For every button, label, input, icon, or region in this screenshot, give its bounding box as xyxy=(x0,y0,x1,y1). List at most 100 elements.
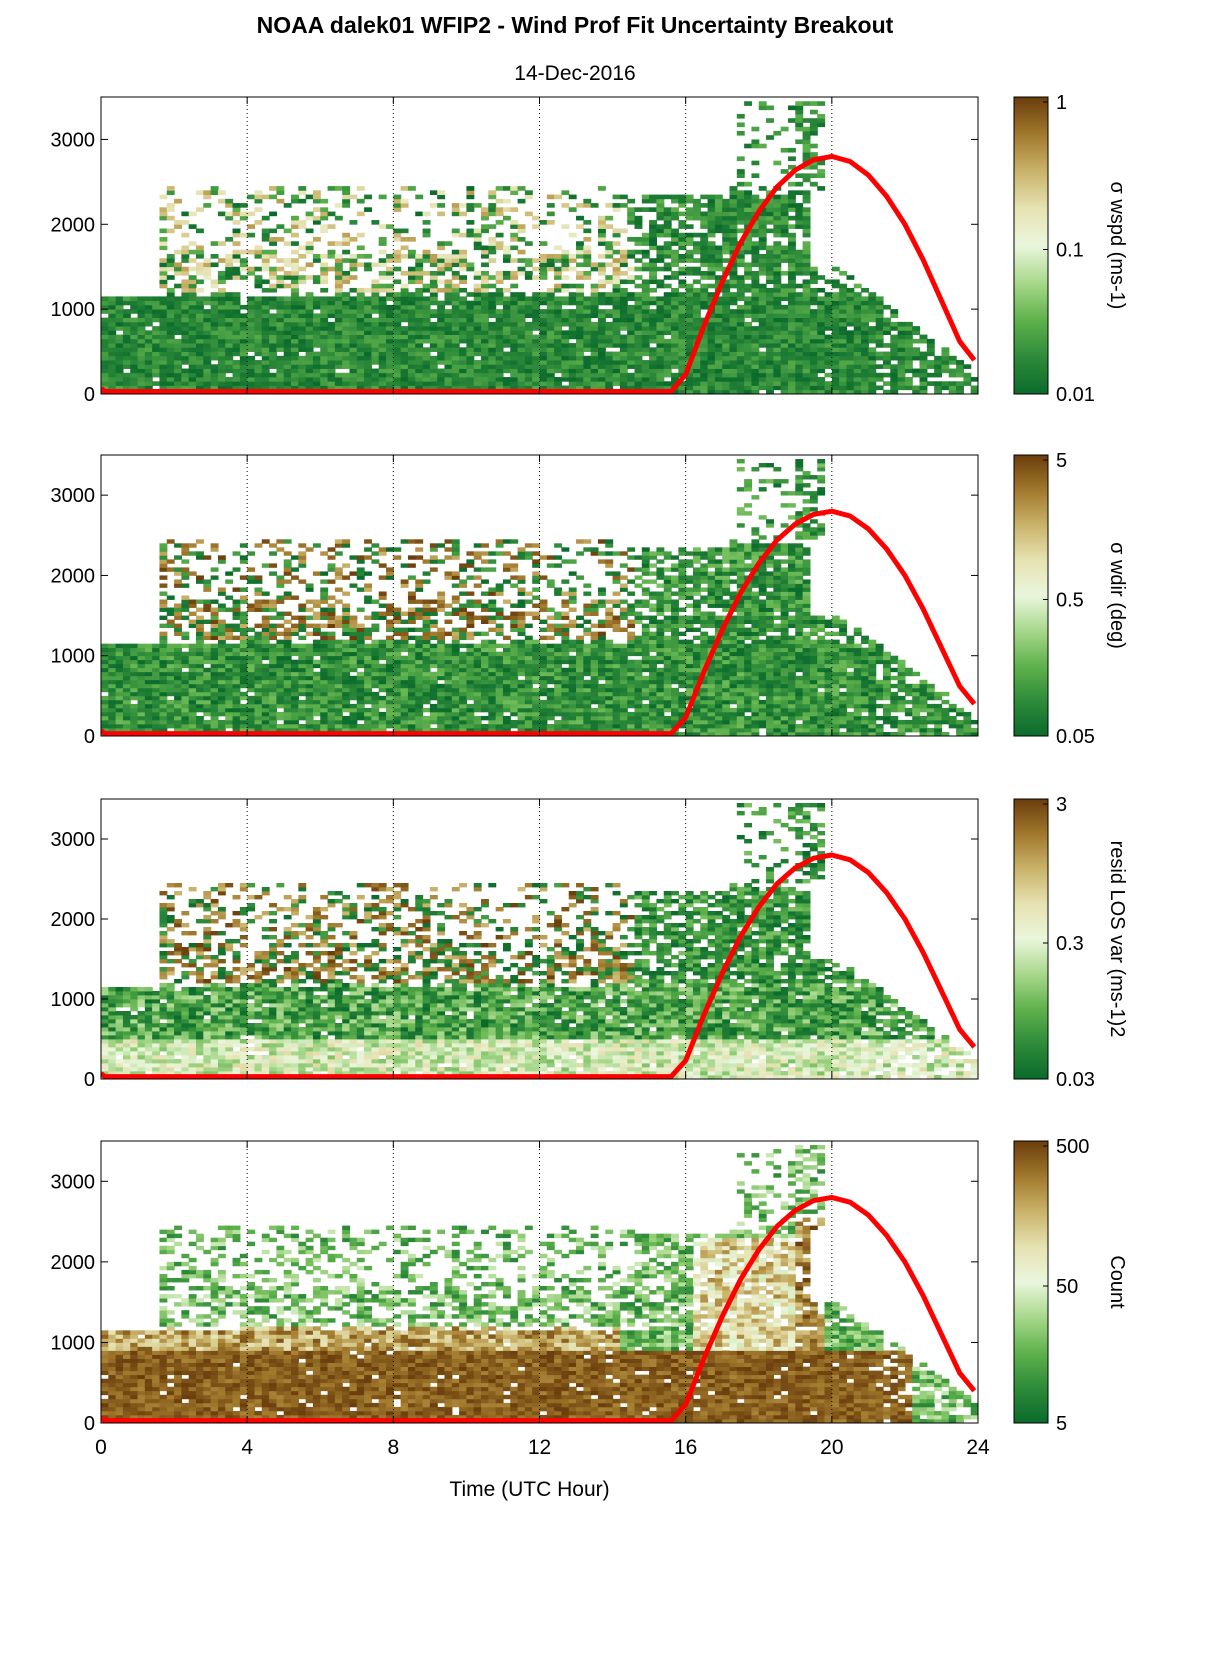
heatmap-cell xyxy=(488,300,497,306)
heatmap-cell xyxy=(802,220,811,225)
heatmap-cell xyxy=(481,377,489,382)
heatmap-cell xyxy=(269,241,277,246)
heatmap-cell xyxy=(305,326,314,331)
heatmap-cell xyxy=(276,539,285,544)
heatmap-cell xyxy=(261,723,270,729)
heatmap-cell xyxy=(415,287,424,293)
heatmap-cell xyxy=(327,313,336,319)
heatmap-cell xyxy=(298,703,307,709)
heatmap-cell xyxy=(269,228,277,234)
heatmap-cell xyxy=(415,317,424,323)
heatmap-cell xyxy=(736,211,745,217)
heatmap-cell xyxy=(312,543,321,548)
heatmap-cell xyxy=(356,711,365,717)
heatmap-cell xyxy=(378,377,387,382)
heatmap-cell xyxy=(934,389,943,394)
heatmap-cell xyxy=(342,699,351,705)
heatmap-cell xyxy=(203,583,212,588)
heatmap-cell xyxy=(714,296,723,302)
heatmap-cell xyxy=(466,355,475,361)
heatmap-cell xyxy=(634,296,643,302)
heatmap-cell xyxy=(334,539,343,544)
heatmap-cell xyxy=(758,296,767,302)
heatmap-cell xyxy=(130,667,139,673)
heatmap-cell xyxy=(108,364,117,369)
heatmap-cell xyxy=(714,338,723,344)
heatmap-cell xyxy=(546,381,555,386)
heatmap-cell xyxy=(795,296,804,302)
heatmap-cell xyxy=(269,655,277,661)
heatmap-cell xyxy=(225,321,234,327)
heatmap-cell xyxy=(122,317,131,323)
heatmap-cell xyxy=(371,679,380,685)
heatmap-cell xyxy=(386,385,394,391)
heatmap-cell xyxy=(166,671,175,677)
heatmap-cell xyxy=(261,364,270,369)
heatmap-cell xyxy=(744,313,753,319)
heatmap-cell xyxy=(692,313,701,319)
heatmap-cell xyxy=(254,364,263,369)
heatmap-cell xyxy=(203,275,212,280)
heatmap-cell xyxy=(678,266,687,272)
heatmap-cell xyxy=(283,317,292,323)
heatmap-cell xyxy=(130,296,139,302)
heatmap-cell xyxy=(773,232,782,238)
heatmap-cell xyxy=(144,296,153,302)
heatmap-cell xyxy=(758,321,767,327)
heatmap-cell xyxy=(802,173,811,179)
heatmap-cell xyxy=(744,338,753,344)
heatmap-cell xyxy=(334,338,343,344)
heatmap-cell xyxy=(130,727,139,733)
heatmap-cell xyxy=(671,198,679,204)
heatmap-cell xyxy=(495,232,504,238)
heatmap-cell xyxy=(641,232,650,238)
heatmap-cell xyxy=(692,321,701,327)
heatmap-cell xyxy=(780,309,789,314)
heatmap-cell xyxy=(378,368,387,374)
heatmap-cell xyxy=(488,338,497,344)
heatmap-cell xyxy=(159,334,168,340)
heatmap-cell xyxy=(656,338,665,344)
heatmap-cell xyxy=(627,304,636,310)
heatmap-cell xyxy=(122,381,131,386)
heatmap-cell xyxy=(861,330,869,335)
heatmap-cell xyxy=(795,258,804,263)
heatmap-cell xyxy=(108,659,117,665)
heatmap-cell xyxy=(824,304,833,310)
heatmap-cell xyxy=(247,607,256,612)
heatmap-cell xyxy=(488,275,497,280)
heatmap-cell xyxy=(824,351,833,357)
heatmap-cell xyxy=(159,241,168,246)
heatmap-cell xyxy=(349,639,358,645)
heatmap-cell xyxy=(188,723,197,729)
heatmap-cell xyxy=(597,343,606,348)
heatmap-cell xyxy=(261,715,270,721)
heatmap-cell xyxy=(722,351,731,357)
heatmap-cell xyxy=(802,126,811,132)
heatmap-cell xyxy=(861,364,869,369)
heatmap-cell xyxy=(210,321,219,327)
heatmap-cell xyxy=(334,304,343,310)
heatmap-cell xyxy=(707,241,716,246)
heatmap-cell xyxy=(159,355,168,361)
heatmap-cell xyxy=(393,304,402,310)
heatmap-cell xyxy=(576,351,584,357)
heatmap-cell xyxy=(203,687,212,693)
heatmap-cell xyxy=(882,304,891,310)
heatmap-cell xyxy=(276,321,285,327)
heatmap-cell xyxy=(166,313,175,319)
heatmap-cell xyxy=(122,655,131,661)
heatmap-cell xyxy=(729,364,738,369)
heatmap-cell xyxy=(144,377,153,382)
heatmap-cell xyxy=(122,711,131,717)
heatmap-cell xyxy=(722,377,731,382)
heatmap-cell xyxy=(546,330,555,335)
heatmap-cell xyxy=(196,551,204,556)
heatmap-cell xyxy=(261,309,270,314)
heatmap-cell xyxy=(678,317,687,323)
heatmap-cell xyxy=(692,360,701,365)
heatmap-cell xyxy=(488,321,497,327)
heatmap-cell xyxy=(956,364,964,369)
heatmap-cell xyxy=(934,364,943,369)
heatmap-cell xyxy=(510,292,519,297)
